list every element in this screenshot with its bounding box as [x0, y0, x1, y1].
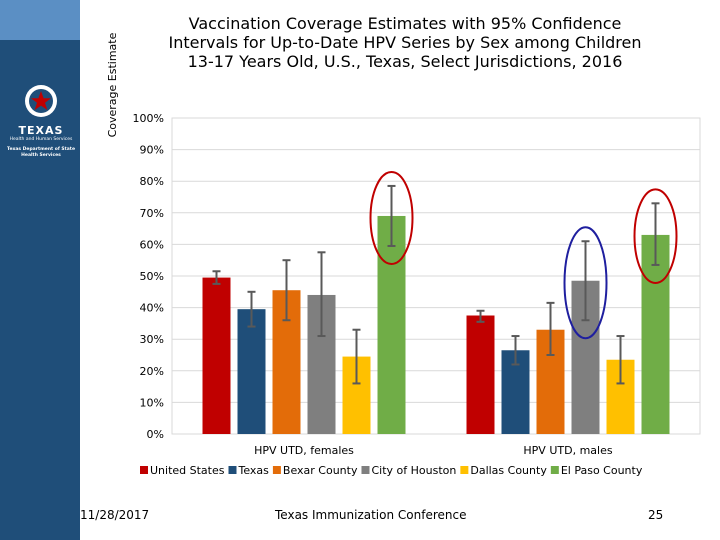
- y-tick-label: 70%: [140, 207, 164, 220]
- footer-date: 11/28/2017: [80, 508, 150, 522]
- category-label: HPV UTD, females: [254, 444, 354, 457]
- legend-swatch: [361, 466, 370, 474]
- bars: [202, 215, 670, 434]
- legend-swatch: [272, 466, 281, 474]
- footer-conference: Texas Immunization Conference: [275, 508, 467, 522]
- category-label: HPV UTD, males: [523, 444, 612, 457]
- footer-page-number: 25: [648, 508, 664, 522]
- legend-swatch: [550, 466, 559, 474]
- legend-swatch: [140, 466, 148, 474]
- logo-name: TEXAS: [18, 124, 64, 137]
- legend-label: City of Houston: [371, 464, 456, 477]
- highlight-ellipse: [633, 188, 678, 284]
- legend-swatch: [228, 466, 237, 474]
- y-tick-label: 100%: [133, 112, 164, 125]
- texas-hhs-logo: TEXAS Health and Human Services Texas De…: [6, 84, 76, 180]
- legend-label: Dallas County: [470, 464, 547, 477]
- highlight-ellipse: [369, 170, 414, 265]
- legend-label: United States: [150, 464, 225, 477]
- legend-label: Bexar County: [283, 464, 358, 477]
- y-tick-label: 50%: [140, 270, 164, 283]
- legend-label: El Paso County: [561, 464, 643, 477]
- sidebar-accent-band: [0, 0, 80, 40]
- logo-line1: Health and Human Services: [9, 137, 73, 142]
- y-tick-label: 60%: [140, 238, 164, 251]
- bar: [202, 277, 231, 434]
- y-tick-label: 10%: [140, 396, 164, 409]
- logo-line2: Texas Department of State Health Service…: [6, 147, 76, 158]
- highlight-ellipse: [563, 226, 608, 340]
- y-tick-label: 40%: [140, 302, 164, 315]
- highlight-ellipses: [369, 170, 678, 340]
- category-labels: HPV UTD, females HPV UTD, males: [254, 444, 613, 457]
- legend-swatch: [460, 466, 469, 474]
- y-tick-label: 80%: [140, 175, 164, 188]
- y-tick-label: 20%: [140, 365, 164, 378]
- bar: [237, 309, 266, 434]
- y-tick-label: 30%: [140, 333, 164, 346]
- bar: [641, 234, 670, 434]
- legend: United States Texas Bexar County City of Ho…: [140, 464, 643, 477]
- bar: [377, 215, 406, 434]
- bar: [466, 315, 495, 434]
- y-tick-label: 90%: [140, 144, 164, 157]
- error-bars: [212, 184, 660, 385]
- legend-label: Texas: [238, 464, 270, 477]
- bar-chart: 0% 10% 20% 30% 40% 50% 60% 70% 80% 90% 100% HPV UT…: [133, 112, 701, 477]
- chart-title: Vaccination Coverage Estimates with 95% …: [168, 14, 642, 71]
- sidebar: TEXAS Health and Human Services Texas De…: [0, 0, 80, 540]
- y-tick-labels: 0% 10% 20% 30% 40% 50% 60% 70% 80% 90% 100%: [133, 112, 164, 441]
- texas-star-seal-icon: [25, 85, 57, 117]
- y-tick-label: 0%: [147, 428, 164, 441]
